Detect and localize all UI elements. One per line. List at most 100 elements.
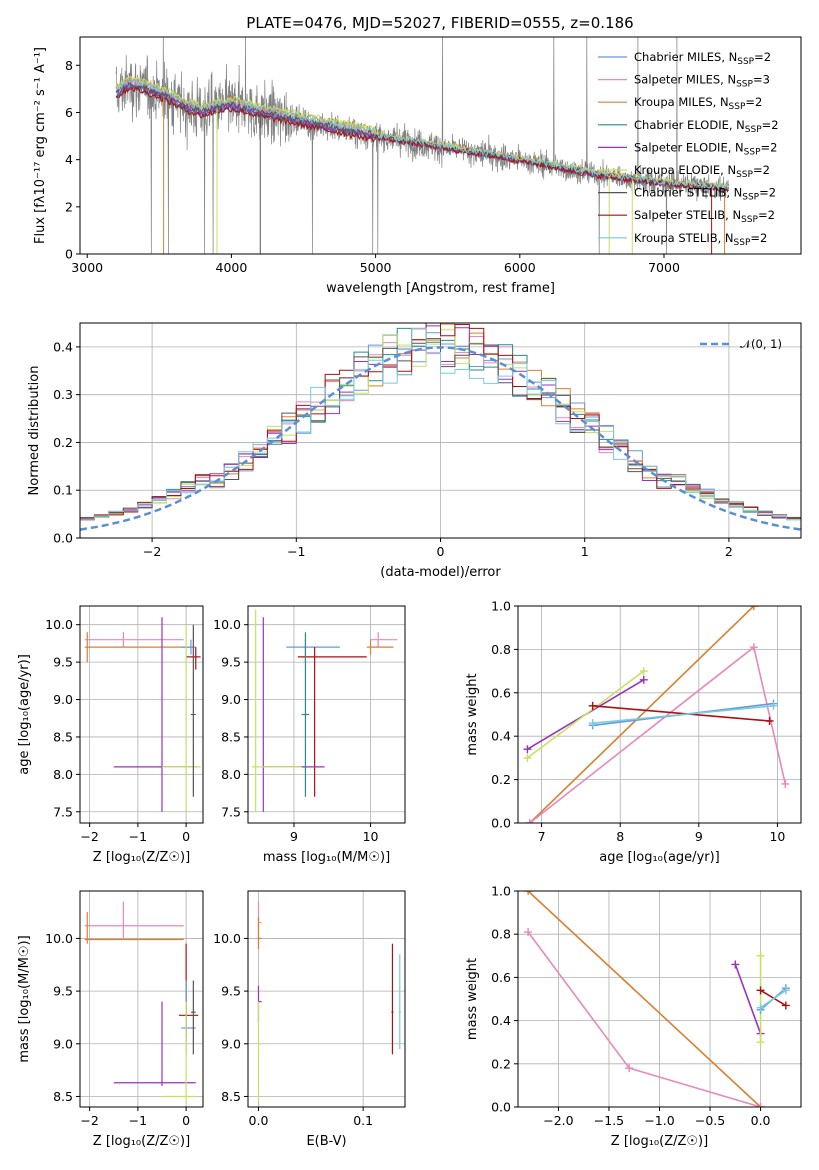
legend-model-name: Kroupa MILES, N (634, 95, 729, 109)
y-tick-label: 7.5 (221, 804, 241, 819)
y-tick-label: 8.5 (221, 729, 241, 744)
weight-marker (731, 960, 740, 969)
legend-entry: Kroupa STELIB, NSSP=2 (634, 231, 767, 248)
panel-weight_age: 7 8 9 10 0.0 0.2 0.4 0.6 0.8 1.0 age [log₁₀(age/yr… (465, 599, 802, 865)
weight-marker (756, 986, 765, 995)
y-tick-label: 8.0 (221, 767, 241, 782)
x-tick-label: 0 (182, 1113, 190, 1128)
y-tick-label: 9.0 (53, 692, 73, 707)
legend-nssp-value: =2 (754, 50, 771, 64)
legend-entry: Salpeter ELODIE, NSSP=2 (634, 140, 777, 157)
y-tick-label: 8.5 (53, 1089, 73, 1104)
legend-entry: Salpeter MILES, NSSP=3 (634, 73, 770, 90)
x-tick-label: −2 (143, 544, 161, 559)
weight-marker (756, 1003, 765, 1012)
legend-subscript: SSP (737, 57, 754, 67)
y-tick-label: 7.5 (53, 804, 73, 819)
weight-line (526, 670, 645, 759)
axes-frame (247, 605, 406, 824)
y-tick-label: 8 (65, 58, 73, 73)
y-tick-label: 0.2 (491, 772, 511, 787)
y-axis-label: mass [log₁₀(M/M☉)] (17, 935, 32, 1062)
x-tick-label: 10 (769, 829, 785, 844)
legend-subscript: SSP (734, 238, 751, 248)
y-tick-label: 0.8 (491, 927, 511, 942)
x-axis-label: mass [log₁₀(M/M☉)] (263, 850, 390, 865)
residual-histogram-step (80, 327, 801, 521)
plot-area-mass_EBV (257, 901, 401, 1102)
x-tick-label: 7 (538, 829, 546, 844)
y-tick-label: 8.0 (53, 767, 73, 782)
model-spectrum-line (115, 86, 730, 194)
weight-marker (749, 643, 758, 652)
x-tick-label: 5000 (360, 260, 392, 275)
weight-marker (625, 1064, 634, 1073)
panel-age_mass: 9 10 7.5 8.0 8.5 9.0 9.5 10.0 mass [log₁₀(M/M☉)] (213, 605, 406, 865)
legend-model-name: Kroupa STELIB, N (634, 231, 734, 245)
y-tick-label: 4 (65, 152, 73, 167)
y-axis-label: mass weight (465, 958, 480, 1040)
y-tick-label: 9.0 (53, 1036, 73, 1051)
legend-model-name: Salpeter STELIB, N (634, 208, 741, 222)
x-tick-label: −2.0 (543, 1113, 573, 1128)
legend-subscript: SSP (736, 80, 753, 90)
legend-model-name: Chabrier MILES, N (634, 50, 737, 64)
plot-area-weight_Z (524, 891, 790, 1107)
x-tick-label: 6000 (504, 260, 536, 275)
panel-mass_Z: −2 −1 0 8.5 9.0 9.5 10.0 Z [log₁₀(Z/Z☉)] mass [l… (17, 890, 204, 1149)
y-tick-label: 0 (65, 247, 73, 262)
x-tick-label: 10 (363, 829, 379, 844)
y-tick-label: 0.3 (53, 387, 73, 402)
y-tick-label: 1.0 (491, 884, 511, 899)
x-tick-label: −0.5 (695, 1113, 725, 1128)
plot-area-age_mass (251, 609, 398, 812)
x-tick-label: 0.0 (249, 1113, 269, 1128)
legend-subscript: SSP (736, 170, 753, 180)
weight-line (527, 931, 761, 1107)
legend-nssp-value: =3 (753, 73, 770, 87)
x-tick-label: −1 (287, 544, 305, 559)
legend-entry: Chabrier STELIB, NSSP=2 (634, 186, 776, 203)
weight-line (527, 891, 762, 1107)
legend-entry: Kroupa ELODIE, NSSP=2 (634, 163, 770, 180)
legend-subscript: SSP (741, 215, 758, 225)
legend-subscript: SSP (729, 102, 746, 112)
x-tick-label: 0.1 (353, 1113, 373, 1128)
legend-subscript: SSP (742, 193, 759, 203)
weight-line (529, 606, 755, 823)
weight-marker (588, 719, 597, 728)
legend-model-name: Salpeter MILES, N (634, 73, 736, 87)
legend-subscript: SSP (745, 125, 762, 135)
axes-frame (79, 605, 204, 824)
weight-marker (756, 1038, 765, 1047)
plot-area-spectrum (115, 37, 730, 254)
figure-title: PLATE=0476, MJD=52027, FIBERID=0555, z=0… (246, 14, 633, 32)
x-tick-label: 9 (695, 829, 703, 844)
x-tick-label: −1.5 (594, 1113, 624, 1128)
y-tick-label: 0.4 (491, 729, 511, 744)
x-axis-label: age [log₁₀(age/yr)] (599, 850, 720, 865)
axes-frame (79, 890, 204, 1108)
weight-marker (523, 753, 532, 762)
axes-frame (79, 36, 802, 255)
legend-nssp-value: =2 (758, 208, 775, 222)
legend-entry: Salpeter STELIB, NSSP=2 (634, 208, 775, 225)
panel-mass_EBV: 0.0 0.1 8.5 9.0 9.5 10.0 E(B-V) (213, 890, 406, 1149)
y-tick-label: 9.0 (221, 692, 241, 707)
panel-weight_Z: −2.0 −1.5 −1.0 −0.5 0.0 0.0 0.2 0.4 0.6 0.8 1.0 Z [… (465, 884, 802, 1149)
y-tick-label: 10.0 (213, 931, 241, 946)
residual-histogram-step (80, 323, 801, 519)
y-tick-label: 0.6 (491, 970, 511, 985)
y-tick-label: 8.5 (53, 729, 73, 744)
y-tick-label: 0.1 (53, 483, 73, 498)
axes-frame (517, 605, 802, 824)
y-tick-label: 10.0 (213, 617, 241, 632)
legend-nssp-value: =2 (762, 118, 779, 132)
axes-frame (517, 890, 802, 1108)
legend-subscript: SSP (744, 147, 761, 157)
legend-entry: Kroupa MILES, NSSP=2 (634, 95, 762, 112)
normal-distribution-curve (80, 346, 801, 531)
y-tick-label: 8.5 (221, 1089, 241, 1104)
